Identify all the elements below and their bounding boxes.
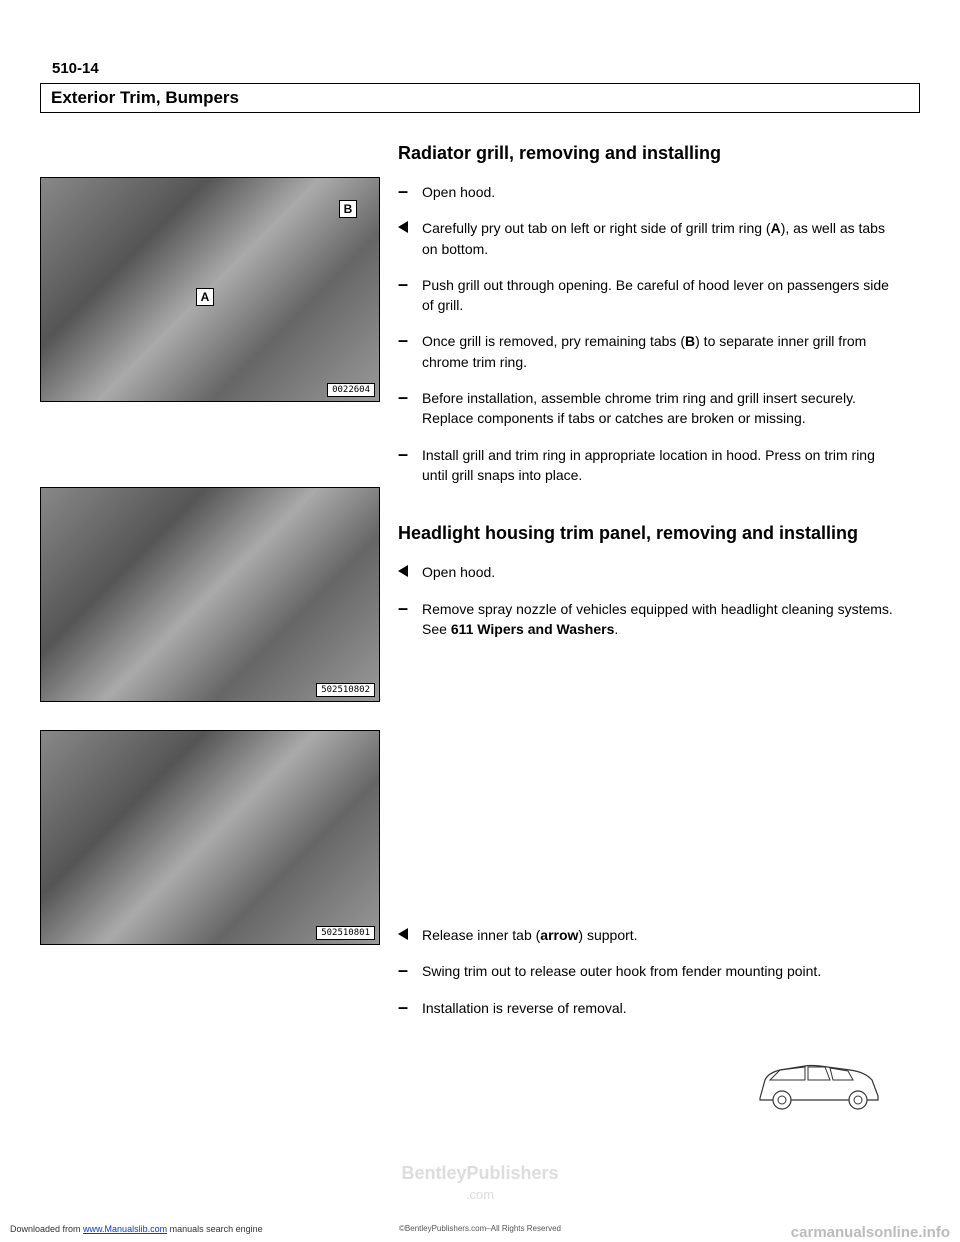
footer-right: carmanualsonline.info	[791, 1224, 950, 1241]
left-column: B A 0022604 502510802 502510801	[40, 137, 380, 1118]
step-text: Installation is reverse of removal.	[422, 998, 900, 1018]
dash-marker-icon: –	[398, 998, 422, 1018]
photo-grill-tabs: B A 0022604	[40, 177, 380, 402]
triangle-marker-icon	[398, 218, 422, 259]
photo-inner-tab: 502510801	[40, 730, 380, 945]
section-title-headlight: Headlight housing trim panel, removing a…	[398, 523, 900, 544]
photo-label-a: A	[196, 288, 214, 306]
photo-label-b: B	[339, 200, 357, 218]
photo-headlight: 502510802	[40, 487, 380, 702]
dash-marker-icon: –	[398, 445, 422, 486]
watermark-sub: .com	[466, 1187, 494, 1202]
step: –Swing trim out to release outer hook fr…	[398, 961, 900, 981]
steps-block-2: Open hood.–Remove spray nozzle of vehicl…	[398, 562, 900, 639]
step: Carefully pry out tab on left or right s…	[398, 218, 900, 259]
step: Release inner tab (arrow) support.	[398, 925, 900, 945]
step-text: Open hood.	[422, 562, 900, 582]
step-text: Push grill out through opening. Be caref…	[422, 275, 900, 316]
footer-left-pre: Downloaded from	[10, 1224, 83, 1234]
triangle-marker-icon	[398, 562, 422, 582]
step: –Before installation, assemble chrome tr…	[398, 388, 900, 429]
photo-id: 502510802	[316, 683, 375, 697]
step: –Open hood.	[398, 182, 900, 202]
step: –Install grill and trim ring in appropri…	[398, 445, 900, 486]
watermark-main: BentleyPublishers	[401, 1163, 558, 1183]
step: –Installation is reverse of removal.	[398, 998, 900, 1018]
step: –Remove spray nozzle of vehicles equippe…	[398, 599, 900, 640]
step-text: Before installation, assemble chrome tri…	[422, 388, 900, 429]
step-text: Carefully pry out tab on left or right s…	[422, 218, 900, 259]
triangle-marker-icon	[398, 925, 422, 945]
watermark: BentleyPublishers .com	[401, 1164, 558, 1204]
dash-marker-icon: –	[398, 599, 422, 640]
section-header: Exterior Trim, Bumpers	[40, 83, 920, 113]
manual-page: 510-14 Exterior Trim, Bumpers B A 002260…	[0, 0, 960, 1242]
step-text: Open hood.	[422, 182, 900, 202]
photo-id: 502510801	[316, 926, 375, 940]
steps-block-1: –Open hood.Carefully pry out tab on left…	[398, 182, 900, 485]
step: –Push grill out through opening. Be care…	[398, 275, 900, 316]
step-text: Release inner tab (arrow) support.	[422, 925, 900, 945]
footer: Downloaded from www.Manualslib.com manua…	[10, 1224, 950, 1234]
step-text: Swing trim out to release outer hook fro…	[422, 961, 900, 981]
dash-marker-icon: –	[398, 182, 422, 202]
step: –Once grill is removed, pry remaining ta…	[398, 331, 900, 372]
step-text: Install grill and trim ring in appropria…	[422, 445, 900, 486]
content-area: B A 0022604 502510802 502510801 Radiator…	[40, 137, 920, 1118]
dash-marker-icon: –	[398, 961, 422, 981]
photo-id: 0022604	[327, 383, 375, 397]
dash-marker-icon: –	[398, 331, 422, 372]
page-number: 510-14	[52, 60, 920, 77]
footer-link[interactable]: www.Manualslib.com	[83, 1224, 167, 1234]
dash-marker-icon: –	[398, 275, 422, 316]
steps-block-3: Release inner tab (arrow) support.–Swing…	[398, 925, 900, 1018]
car-wagon-icon	[750, 1048, 890, 1118]
right-column: Radiator grill, removing and installing …	[398, 137, 920, 1118]
footer-left-post: manuals search engine	[167, 1224, 263, 1234]
step-text: Once grill is removed, pry remaining tab…	[422, 331, 900, 372]
footer-center: ©BentleyPublishers.com–All Rights Reserv…	[399, 1224, 561, 1233]
step: Open hood.	[398, 562, 900, 582]
step-text: Remove spray nozzle of vehicles equipped…	[422, 599, 900, 640]
dash-marker-icon: –	[398, 388, 422, 429]
section-title-radiator: Radiator grill, removing and installing	[398, 143, 900, 164]
